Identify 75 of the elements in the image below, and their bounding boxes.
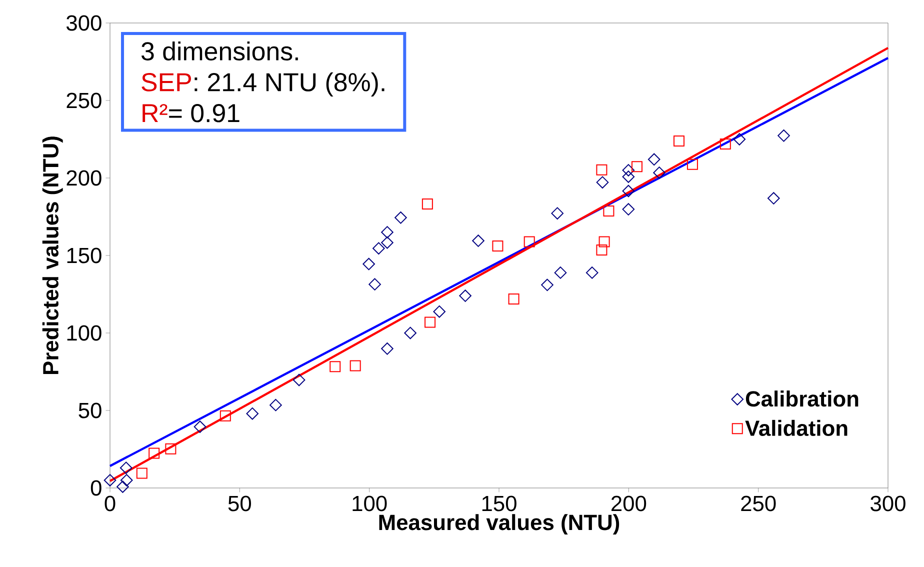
annotation: SEP (142, 73, 191, 92)
point (767, 192, 780, 204)
point (733, 133, 746, 146)
point (136, 468, 148, 479)
point (648, 153, 660, 166)
point (246, 407, 259, 420)
point (596, 176, 609, 188)
point (459, 290, 472, 302)
point (424, 316, 436, 328)
point (148, 448, 160, 459)
x-tick-label: 300 (870, 496, 906, 512)
point (596, 244, 608, 256)
x-tick-label: 0 (104, 496, 116, 512)
point (104, 474, 116, 486)
x-tick-label: 200 (612, 496, 646, 512)
y-tick-label: 150 (67, 248, 102, 264)
point (381, 226, 394, 238)
point (350, 360, 361, 372)
point (220, 410, 231, 422)
point (622, 203, 635, 216)
point (586, 266, 598, 279)
point (381, 236, 394, 249)
y-axis-title: Predicted values (NTU) (42, 136, 63, 374)
point (120, 462, 132, 474)
point (603, 206, 614, 216)
point (120, 474, 133, 486)
point (292, 374, 306, 386)
point (524, 236, 535, 248)
point (686, 158, 698, 170)
point (673, 135, 684, 146)
point (622, 170, 635, 183)
annotation: 3 dimensions. (141, 41, 298, 61)
legend-label: Validation (745, 420, 848, 436)
point (541, 278, 554, 292)
point (422, 198, 433, 210)
point (653, 166, 666, 179)
y-tick-label: 300 (66, 15, 102, 31)
annotation: : 21.4 NTU (8%). (194, 72, 384, 97)
point (720, 138, 731, 150)
x-tick-label: 150 (482, 496, 516, 512)
y-tick-label: 250 (66, 92, 102, 108)
point (433, 305, 446, 318)
y-tick-label: 0 (90, 480, 102, 496)
point (472, 234, 484, 247)
x-tick-label: 100 (352, 496, 387, 512)
point (596, 164, 608, 176)
point (394, 212, 407, 224)
point (116, 480, 129, 493)
x-axis-title: Measured values (NTU) (379, 514, 620, 535)
point (381, 342, 394, 355)
point (622, 164, 635, 176)
point (551, 207, 564, 220)
point (165, 443, 176, 454)
point (598, 236, 610, 248)
x-tick-label: 50 (228, 496, 251, 512)
y-tick-label: 200 (66, 170, 102, 186)
point (778, 130, 790, 142)
point (330, 361, 341, 372)
y-tick-label: 100 (67, 325, 102, 341)
y-tick-label: 50 (78, 402, 102, 418)
point (554, 266, 567, 279)
point (372, 242, 385, 255)
annotation: = 0.91 (169, 104, 240, 122)
legend-label: Calibration (746, 390, 858, 407)
x-tick-label: 250 (741, 496, 776, 512)
point (362, 258, 375, 270)
annotation: R² (142, 104, 168, 122)
point (631, 161, 642, 172)
point (270, 398, 282, 412)
point (194, 420, 206, 433)
point (508, 294, 520, 305)
point (622, 184, 635, 198)
point (368, 278, 381, 290)
point (492, 240, 504, 252)
point (404, 326, 416, 340)
